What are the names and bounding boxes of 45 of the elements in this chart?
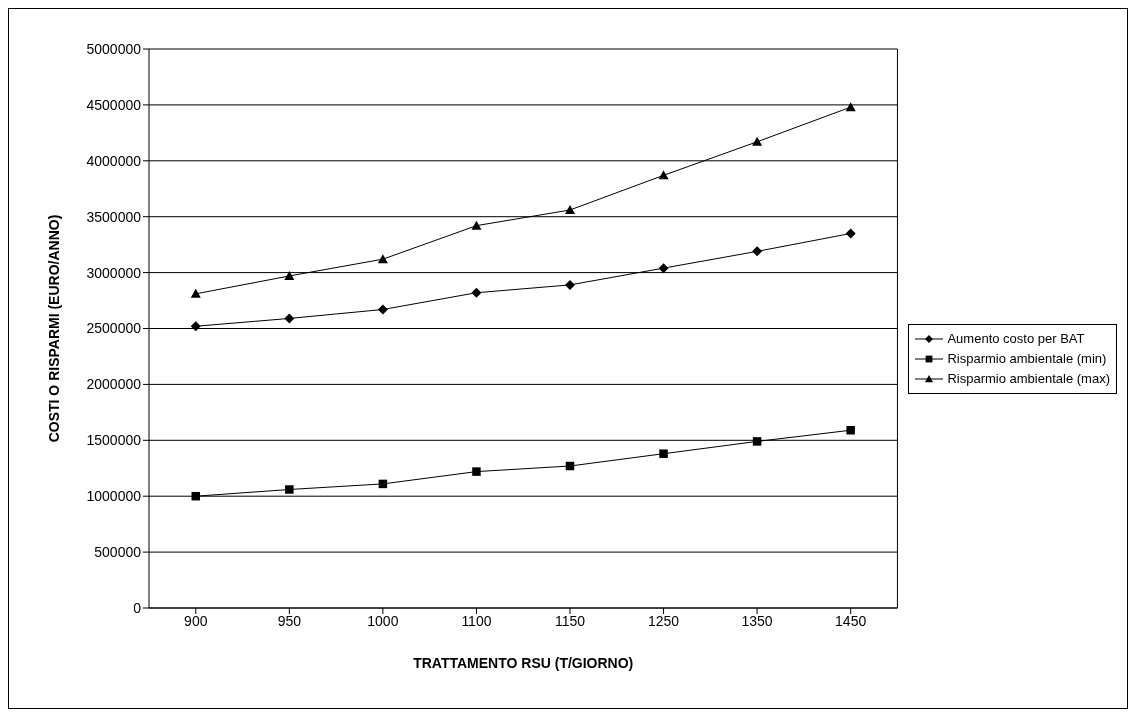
point [284,270,295,280]
point [845,102,856,112]
x-tick-label: 950 [277,612,302,629]
point [752,246,763,257]
point [658,263,669,274]
legend-label: Aumento costo per BAT [947,331,1085,346]
point [565,204,575,214]
x-tick-label: 1100 [461,612,492,629]
x-tick-label: 1450 [835,612,867,629]
y-tick-label: 1000000 [86,488,142,505]
x-tick-label: 900 [184,612,208,629]
point [285,485,294,494]
x-tick-label: 1350 [741,612,773,629]
point [377,304,388,315]
y-tick-label: 500000 [94,544,142,561]
y-tick-label: 2000000 [86,376,142,393]
point [284,313,295,324]
point [659,449,668,458]
x-axis-title: TRATTAMENTO RSU (T/GIORNO) [413,655,634,671]
y-axis-title: COSTI O RISPARMI (EURO/ANNO) [45,214,62,443]
y-tick-label: 0 [133,599,142,616]
point [471,287,482,298]
point [565,279,575,290]
point [377,254,388,264]
x-tick-label: 1000 [367,612,399,629]
point [658,170,669,180]
y-tick-label: 3000000 [86,264,142,281]
y-tick-label: 2500000 [86,320,142,337]
point [752,437,762,446]
point [190,288,201,298]
x-tick-label: 1150 [554,612,586,629]
point [846,425,855,435]
y-tick-label: 3500000 [86,208,142,225]
y-tick-label: 1500000 [86,432,142,449]
point [471,220,482,230]
point [845,228,856,239]
legend-label: Risparmio ambientale (max) [947,371,1110,386]
x-tick-label: 1250 [647,612,680,629]
y-tick-label: 4000000 [86,152,142,169]
point [190,321,201,332]
y-tick-label: 4500000 [86,96,142,113]
point [752,136,763,146]
legend-label: Risparmio ambientale (min) [947,351,1107,366]
point [472,467,481,476]
y-tick-label: 5000000 [86,40,142,57]
